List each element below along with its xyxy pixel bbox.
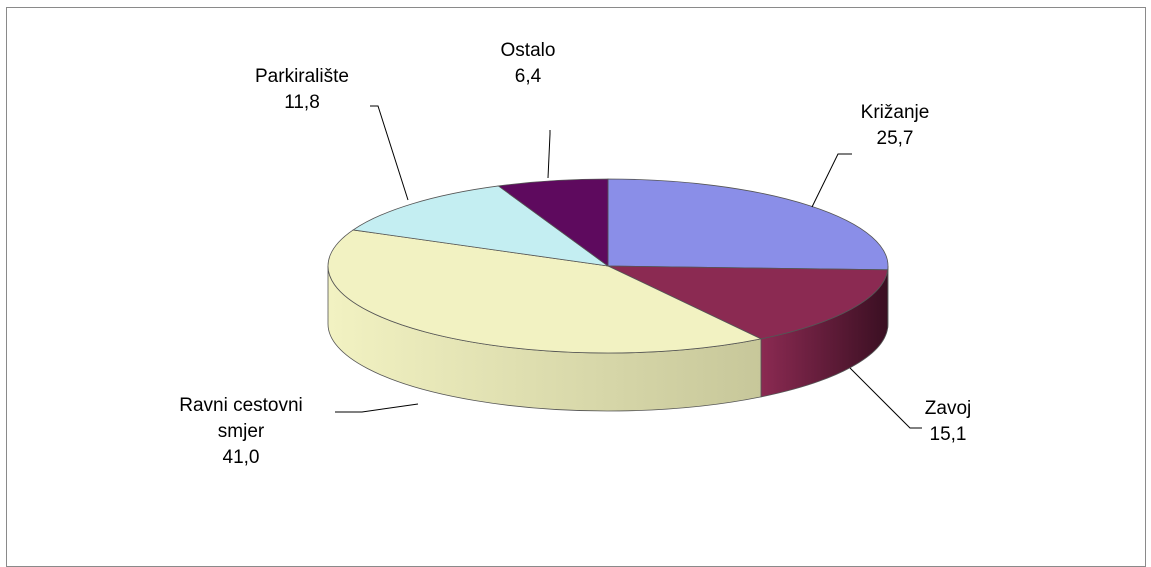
slice-label-4-0: Ostalo	[501, 40, 556, 61]
pie-chart: Križanje 25,7 Zavoj 15,1 Ravni cestovni smjer…	[0, 0, 1151, 542]
leader-line-4	[548, 130, 550, 178]
slice-value-3: 11,8	[284, 92, 320, 113]
slice-label-2-1: smjer	[218, 421, 265, 442]
slice-label-0-0: Križanje	[861, 102, 930, 123]
leader-line-0	[812, 154, 852, 207]
leader-line-2	[335, 404, 418, 412]
slice-value-4: 6,4	[515, 66, 542, 87]
slice-value-2: 41,0	[223, 447, 260, 468]
slice-label-3-0: Parkiralište	[255, 66, 349, 87]
leader-line-3	[370, 106, 408, 200]
pie-tops	[328, 179, 888, 353]
pie-slice-0	[608, 179, 888, 270]
slice-label-1-0: Zavoj	[925, 398, 971, 419]
slice-value-1: 15,1	[930, 424, 967, 445]
slice-value-0: 25,7	[877, 128, 914, 149]
slice-label-2-0: Ravni cestovni	[179, 395, 303, 416]
leader-line-1	[850, 368, 922, 428]
